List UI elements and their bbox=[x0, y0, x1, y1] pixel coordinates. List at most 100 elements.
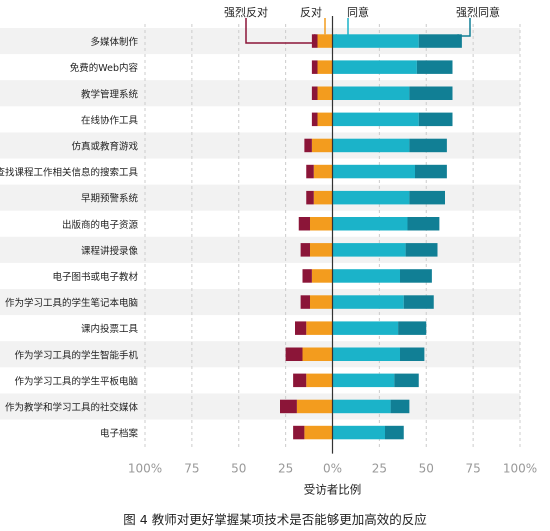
bar-strongly-disagree bbox=[285, 347, 303, 361]
bar-agree bbox=[332, 399, 391, 414]
bar-agree bbox=[332, 164, 415, 179]
x-tick-label: 50 bbox=[419, 462, 434, 476]
bar-disagree bbox=[310, 217, 333, 231]
category-label: 早期预警系统 bbox=[81, 193, 139, 205]
bar-agree bbox=[332, 60, 417, 74]
bar-agree bbox=[332, 86, 410, 100]
bar-agree bbox=[332, 34, 419, 48]
row-stripe bbox=[0, 393, 520, 420]
bar-strongly-agree bbox=[394, 373, 419, 388]
legend-leader-strongly-disagree bbox=[245, 18, 316, 44]
category-label: 电子档案 bbox=[100, 428, 139, 440]
bar-strongly-disagree bbox=[306, 190, 314, 205]
bar-strongly-disagree bbox=[311, 60, 318, 74]
legend-label-disagree: 反对 bbox=[300, 5, 322, 19]
bar-agree bbox=[332, 190, 410, 205]
bar-strongly-agree bbox=[415, 164, 447, 179]
category-label: 作为学习工具的学生笔记本电脑 bbox=[5, 297, 138, 309]
category-label: 课程讲授录像 bbox=[81, 245, 139, 257]
bar-disagree bbox=[310, 295, 333, 309]
category-label: 教学管理系统 bbox=[81, 88, 139, 100]
bar-strongly-agree bbox=[416, 60, 453, 74]
x-tick-label: 100% bbox=[128, 462, 162, 476]
chart: 多媒体制作免费的Web内容教学管理系统在线协作工具仿真或教育游戏查找课程工作相关… bbox=[0, 5, 537, 497]
legend-label-agree: 同意 bbox=[347, 5, 369, 19]
bar-disagree bbox=[317, 86, 333, 100]
bar-strongly-disagree bbox=[302, 269, 312, 283]
category-label: 出版商的电子资源 bbox=[62, 219, 139, 231]
category-label: 在线协作工具 bbox=[81, 114, 139, 126]
bar-disagree bbox=[310, 243, 333, 257]
x-tick-label: 50 bbox=[231, 462, 246, 476]
x-tick-label: 75 bbox=[184, 462, 199, 476]
bar-strongly-disagree bbox=[293, 425, 305, 440]
category-label: 多媒体制作 bbox=[90, 36, 138, 48]
bar-agree bbox=[332, 138, 410, 153]
bar-agree bbox=[332, 243, 406, 257]
row-stripe bbox=[0, 236, 520, 263]
bar-strongly-agree bbox=[407, 217, 440, 231]
bar-disagree bbox=[317, 60, 333, 74]
bar-agree bbox=[332, 295, 404, 309]
bar-strongly-disagree bbox=[306, 164, 314, 179]
bar-disagree bbox=[313, 164, 333, 179]
category-label: 作为学习工具的学生智能手机 bbox=[14, 349, 138, 361]
legend-leader-strongly-agree bbox=[457, 18, 471, 37]
bar-strongly-agree bbox=[390, 399, 410, 414]
bar-strongly-disagree bbox=[280, 399, 297, 414]
x-tick-label: 25 bbox=[372, 462, 387, 476]
bar-strongly-agree bbox=[403, 295, 434, 309]
legend-leader-agree bbox=[335, 18, 349, 37]
bar-strongly-disagree bbox=[298, 217, 310, 231]
bar-strongly-agree bbox=[409, 86, 453, 100]
x-tick-label: 75 bbox=[465, 462, 480, 476]
bar-strongly-disagree bbox=[304, 138, 312, 153]
bar-agree bbox=[332, 347, 400, 361]
bar-disagree bbox=[296, 399, 333, 414]
bar-strongly-agree bbox=[409, 138, 447, 153]
bar-agree bbox=[332, 373, 395, 388]
x-tick-label: 0% bbox=[323, 462, 342, 476]
bar-strongly-agree bbox=[398, 321, 427, 335]
category-label: 课内投票工具 bbox=[81, 323, 139, 335]
figure-caption: 图 4 教师对更好掌握某项技术是否能够更加高效的反应 bbox=[123, 512, 427, 527]
bar-disagree bbox=[311, 269, 333, 283]
legend-label-strongly-disagree: 强烈反对 bbox=[224, 5, 268, 19]
bar-strongly-agree bbox=[400, 347, 425, 361]
bar-disagree bbox=[304, 425, 333, 440]
bar-strongly-agree bbox=[405, 243, 438, 257]
bar-strongly-agree bbox=[418, 112, 453, 127]
category-label: 查找课程工作相关信息的搜索工具 bbox=[0, 167, 138, 179]
x-axis-label: 受访者比例 bbox=[304, 483, 362, 497]
category-label: 电子图书或电子教材 bbox=[52, 271, 138, 283]
bar-strongly-disagree bbox=[293, 373, 307, 388]
bar-strongly-agree bbox=[409, 190, 445, 205]
bar-strongly-disagree bbox=[295, 321, 307, 335]
bar-disagree bbox=[317, 112, 333, 127]
bar-agree bbox=[332, 321, 399, 335]
bar-strongly-agree bbox=[385, 425, 404, 440]
bar-strongly-disagree bbox=[300, 295, 310, 309]
bar-agree bbox=[332, 269, 400, 283]
bar-disagree bbox=[306, 321, 333, 335]
bar-agree bbox=[332, 425, 385, 440]
bar-agree bbox=[332, 217, 408, 231]
legend-label-strongly-agree: 强烈同意 bbox=[456, 5, 500, 19]
category-label: 免费的Web内容 bbox=[70, 62, 139, 74]
bar-disagree bbox=[317, 34, 333, 48]
bar-strongly-disagree bbox=[311, 112, 318, 127]
bar-agree bbox=[332, 112, 419, 127]
category-label: 作为学习工具的学生平板电脑 bbox=[14, 375, 138, 387]
bar-disagree bbox=[311, 138, 333, 153]
x-tick-label: 25 bbox=[278, 462, 293, 476]
category-label: 作为教学和学习工具的社交媒体 bbox=[5, 401, 139, 413]
category-label: 仿真或教育游戏 bbox=[71, 140, 138, 152]
bar-strongly-disagree bbox=[311, 86, 318, 100]
bar-strongly-agree bbox=[418, 34, 462, 48]
bar-strongly-agree bbox=[400, 269, 432, 283]
bar-disagree bbox=[302, 347, 333, 361]
bar-strongly-disagree bbox=[300, 243, 310, 257]
bar-disagree bbox=[313, 190, 333, 205]
bar-disagree bbox=[306, 373, 333, 388]
x-tick-label: 100% bbox=[503, 462, 537, 476]
